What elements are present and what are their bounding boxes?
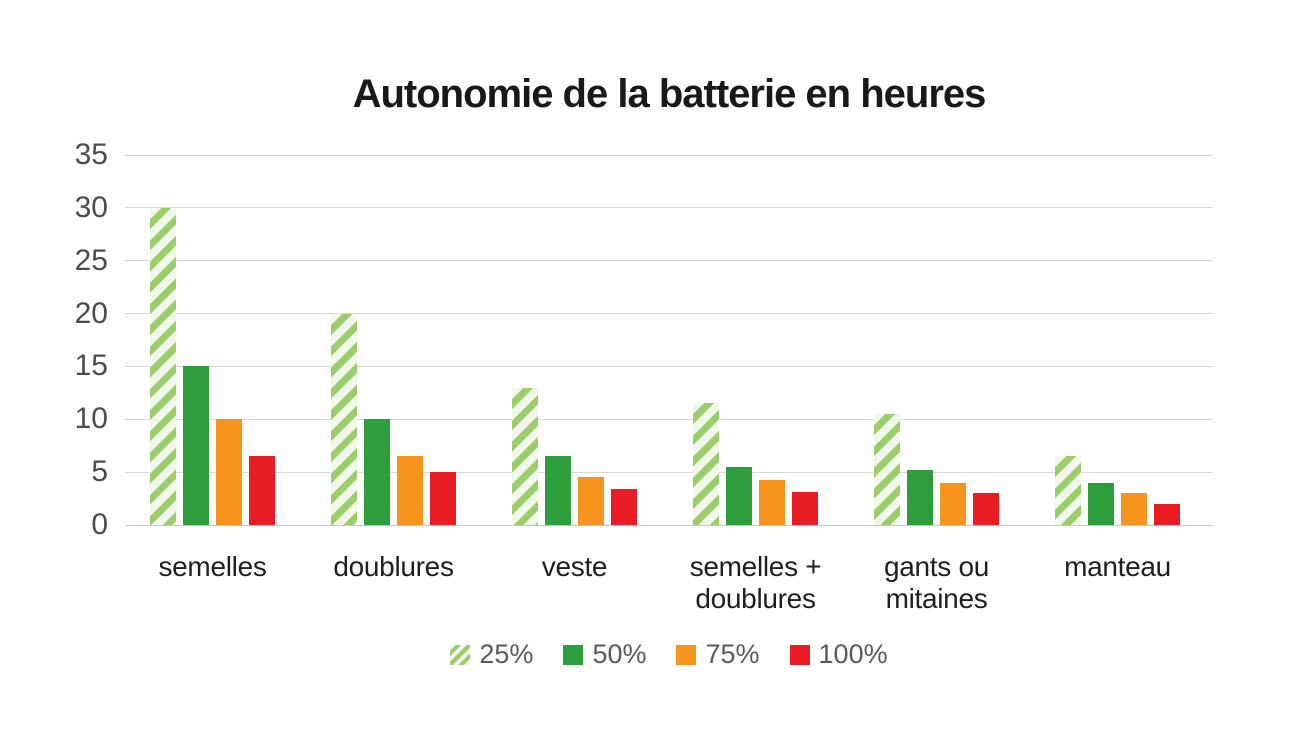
bar-50pct-manteau (1088, 482, 1114, 525)
x-axis-label-line: gants ou (883, 551, 990, 582)
gridline (125, 365, 1213, 367)
bar-100pct-semelles (249, 456, 275, 525)
y-axis-tick-label: 15 (74, 349, 108, 383)
x-axis-category-label-gants-ou-mitaines: gants ou mitaines (842, 551, 1032, 615)
x-axis-label-line: manteau (1064, 551, 1171, 582)
x-axis-label-line: veste (541, 551, 608, 582)
bar-75pct-semelles-doublures (759, 479, 785, 525)
legend-item-100pct: 100% (789, 639, 888, 669)
bar-100pct-doublures (430, 472, 456, 525)
x-axis-category-label-semelles: semelles (118, 551, 308, 583)
legend-swatch-25pct (450, 644, 471, 665)
x-axis-category-label-semelles-doublures: semelles + doublures (661, 551, 851, 615)
bar-100pct-manteau (1154, 503, 1180, 525)
x-axis-label-line: doublures (695, 583, 816, 614)
bar-75pct-doublures (397, 456, 423, 525)
legend-label: 50% (592, 639, 647, 669)
bar-25pct-semelles (150, 207, 176, 525)
bar-100pct-gants-ou-mitaines (973, 493, 999, 525)
y-axis-tick-label: 35 (74, 138, 108, 171)
y-axis-tick-label: 10 (74, 402, 108, 436)
x-axis-label-line: mitaines (885, 583, 988, 614)
y-axis-tick-label: 20 (74, 296, 108, 330)
legend-item-50pct: 50% (563, 641, 646, 668)
bar-75pct-semelles (216, 419, 242, 525)
chart-title: Autonomie de la batterie en heures (352, 72, 987, 116)
x-axis-category-label-manteau: manteau (1023, 551, 1213, 583)
bar-50pct-doublures (364, 419, 390, 525)
legend-label: 25% (479, 639, 534, 669)
legend: 25% 50% 75% 100% (125, 641, 1213, 668)
bar-25pct-manteau (1055, 456, 1081, 525)
bar-50pct-veste (545, 456, 571, 525)
x-axis-label-line: doublures (333, 551, 454, 582)
bar-75pct-gants-ou-mitaines (940, 482, 966, 525)
x-axis-category-label-veste: veste (480, 551, 670, 583)
gridline (125, 207, 1213, 209)
bar-25pct-semelles-doublures (693, 403, 719, 525)
x-axis-line (125, 524, 1213, 526)
legend-swatch-50pct (563, 644, 584, 665)
bar-50pct-gants-ou-mitaines (907, 470, 933, 525)
legend-item-75pct: 75% (676, 639, 760, 669)
x-axis-label-line: semelles (158, 551, 267, 582)
gridline (125, 154, 1213, 156)
y-axis-tick-label: 5 (91, 455, 108, 489)
y-axis-tick-label: 0 (91, 508, 108, 541)
legend-item-25pct: 25% (450, 641, 533, 668)
x-axis-category-label-doublures: doublures (299, 551, 489, 583)
bar-25pct-doublures (331, 313, 357, 525)
legend-label: 100% (818, 639, 888, 669)
legend-swatch-100pct (789, 644, 810, 665)
bar-25pct-veste (512, 387, 538, 525)
x-axis-label-line: semelles + (689, 551, 822, 582)
gridline (125, 418, 1213, 420)
legend-label: 75% (705, 639, 760, 669)
bar-50pct-semelles-doublures (726, 466, 752, 525)
gridline (125, 471, 1213, 473)
gridline (125, 260, 1213, 262)
gridline (125, 313, 1213, 315)
bar-50pct-semelles (183, 366, 209, 525)
bar-100pct-veste (611, 489, 637, 525)
bar-100pct-semelles-doublures (792, 492, 818, 525)
legend-swatch-75pct (676, 644, 697, 665)
bar-25pct-gants-ou-mitaines (874, 414, 900, 525)
bar-75pct-manteau (1121, 493, 1147, 525)
bar-75pct-veste (578, 477, 604, 525)
y-axis-tick-label: 30 (74, 190, 108, 224)
y-axis-tick-label: 25 (74, 243, 108, 277)
